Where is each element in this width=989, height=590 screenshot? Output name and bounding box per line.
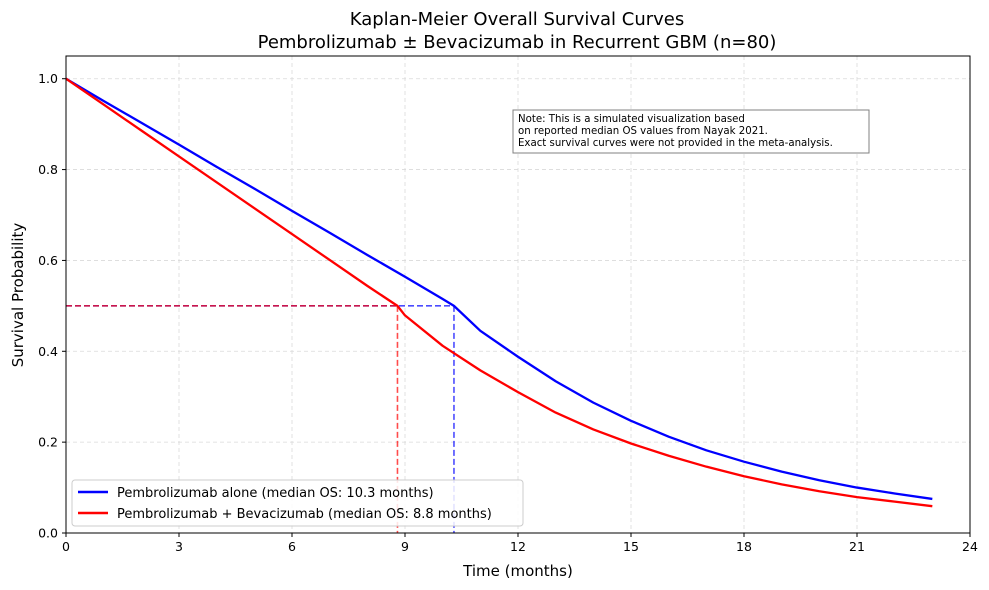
note-line-3: Exact survival curves were not provided … [518, 138, 833, 149]
y-tick-label: 0.2 [38, 435, 58, 450]
x-tick-label: 24 [962, 539, 978, 554]
note-line-2: on reported median OS values from Nayak … [518, 126, 768, 137]
y-axis-label: Survival Probability [9, 223, 27, 368]
x-tick-label: 6 [288, 539, 296, 554]
x-tick-label: 3 [175, 539, 183, 554]
x-axis-label: Time (months) [462, 562, 573, 580]
x-tick-label: 15 [623, 539, 639, 554]
axis-ticks: 0 3 6 9 12 15 18 21 24 0.0 0.2 0.4 0.6 0.8 1.0 [38, 71, 978, 554]
y-tick-label: 0.6 [38, 253, 58, 268]
legend: Pembrolizumab alone (median OS: 10.3 mon… [71, 479, 524, 527]
series-line-pembrolizumab-alone [65, 77, 933, 501]
note-box: Note: This is a simulated visualization … [512, 109, 870, 154]
x-tick-label: 0 [62, 539, 70, 554]
y-tick-label: 1.0 [38, 71, 58, 86]
legend-label-pembrolizumab-bevacizumab: Pembrolizumab + Bevacizumab (median OS: … [117, 507, 492, 522]
note-box-frame [512, 109, 870, 154]
y-tick-label: 0.0 [38, 526, 58, 541]
series-lines [65, 77, 933, 508]
x-tick-label: 21 [849, 539, 865, 554]
x-tick-label: 9 [401, 539, 409, 554]
legend-frame [71, 479, 524, 527]
series-line-pembrolizumab-bevacizumab [65, 77, 933, 508]
legend-label-pembrolizumab-alone: Pembrolizumab alone (median OS: 10.3 mon… [117, 486, 434, 501]
chart-title-line1: Kaplan-Meier Overall Survival Curves [350, 9, 685, 30]
chart-title-line2: Pembrolizumab ± Bevacizumab in Recurrent… [258, 32, 777, 53]
x-tick-label: 12 [510, 539, 526, 554]
note-line-1: Note: This is a simulated visualization … [518, 114, 745, 125]
x-tick-label: 18 [736, 539, 752, 554]
y-tick-label: 0.4 [38, 344, 58, 359]
y-tick-label: 0.8 [38, 162, 58, 177]
